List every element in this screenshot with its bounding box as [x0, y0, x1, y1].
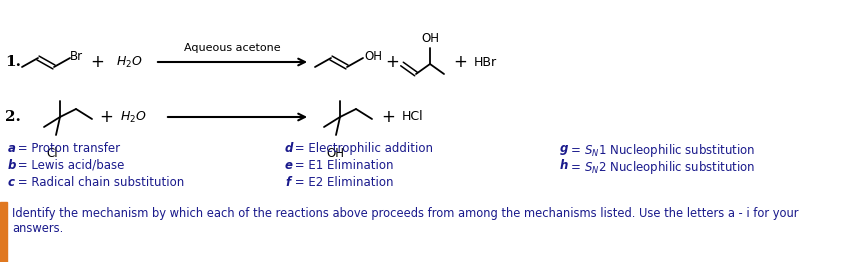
Text: +: +	[90, 53, 104, 71]
Text: = E2 Elimination: = E2 Elimination	[291, 176, 394, 189]
Text: +: +	[381, 108, 395, 126]
Text: a: a	[8, 142, 16, 155]
Text: = $S_N$2 Nucleophilic substitution: = $S_N$2 Nucleophilic substitution	[567, 159, 755, 176]
Text: = Electrophilic addition: = Electrophilic addition	[291, 142, 433, 155]
Text: OH: OH	[326, 147, 344, 160]
Text: d: d	[285, 142, 293, 155]
Text: h: h	[560, 159, 569, 172]
Text: $H_2O$: $H_2O$	[116, 54, 142, 69]
Bar	[0, 202, 7, 262]
Text: Br: Br	[70, 51, 83, 63]
Text: $H_2O$: $H_2O$	[120, 110, 147, 124]
Text: b: b	[8, 159, 16, 172]
Text: = E1 Elimination: = E1 Elimination	[291, 159, 394, 172]
Text: = Radical chain substitution: = Radical chain substitution	[14, 176, 184, 189]
Text: +: +	[453, 53, 467, 71]
Text: = Lewis acid/base: = Lewis acid/base	[14, 159, 124, 172]
Text: OH: OH	[421, 32, 439, 46]
Text: HBr: HBr	[474, 56, 497, 68]
Text: +: +	[385, 53, 399, 71]
Text: = Proton transfer: = Proton transfer	[14, 142, 120, 155]
Text: = $S_N$1 Nucleophilic substitution: = $S_N$1 Nucleophilic substitution	[567, 142, 755, 159]
Text: Aqueous acetone: Aqueous acetone	[184, 43, 280, 53]
Text: 2.: 2.	[5, 110, 21, 124]
Text: Cl: Cl	[47, 147, 58, 160]
Text: +: +	[99, 108, 113, 126]
Text: HCl: HCl	[402, 111, 424, 123]
Text: OH: OH	[364, 51, 382, 63]
Text: answers.: answers.	[12, 222, 63, 235]
Text: Identify the mechanism by which each of the reactions above proceeds from among : Identify the mechanism by which each of …	[12, 207, 798, 220]
Text: f: f	[285, 176, 290, 189]
Text: g: g	[560, 142, 569, 155]
Text: 1.: 1.	[5, 55, 21, 69]
Text: e: e	[285, 159, 293, 172]
Text: c: c	[8, 176, 15, 189]
